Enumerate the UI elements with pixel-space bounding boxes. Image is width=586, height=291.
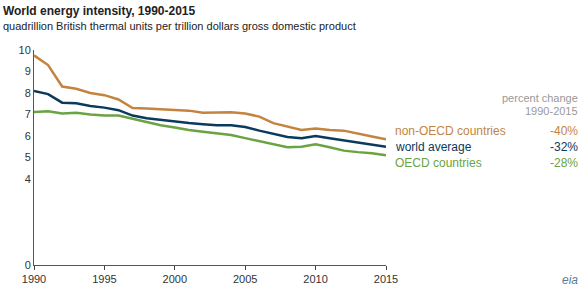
svg-text:world average: world average — [395, 140, 472, 154]
svg-text:7: 7 — [25, 108, 31, 120]
svg-text:2010: 2010 — [303, 273, 327, 285]
svg-text:6: 6 — [25, 130, 31, 142]
svg-text:non-OECD countries: non-OECD countries — [395, 124, 506, 138]
svg-text:4: 4 — [25, 173, 31, 185]
svg-text:2000: 2000 — [163, 273, 187, 285]
svg-text:-28%: -28% — [550, 156, 578, 170]
svg-text:0: 0 — [25, 259, 31, 271]
svg-text:1995: 1995 — [92, 273, 116, 285]
svg-text:8: 8 — [25, 87, 31, 99]
svg-text:2015: 2015 — [374, 273, 398, 285]
svg-text:-40%: -40% — [550, 124, 578, 138]
svg-text:5: 5 — [25, 151, 31, 163]
svg-text:2005: 2005 — [233, 273, 257, 285]
svg-text:1990-2015: 1990-2015 — [525, 105, 578, 117]
svg-text:eia: eia — [562, 273, 578, 287]
svg-text:World energy intensity, 1990-2: World energy intensity, 1990-2015quadril… — [3, 4, 356, 33]
svg-text:-32%: -32% — [550, 140, 578, 154]
svg-text:10: 10 — [19, 44, 31, 56]
svg-text:percent change: percent change — [502, 92, 578, 104]
svg-text:OECD countries: OECD countries — [395, 156, 482, 170]
svg-text:9: 9 — [25, 65, 31, 77]
svg-text:1990: 1990 — [22, 273, 46, 285]
